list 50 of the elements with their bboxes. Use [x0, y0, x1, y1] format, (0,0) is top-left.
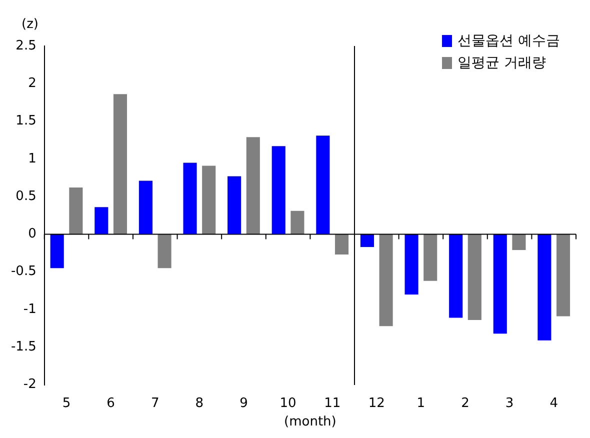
bar — [246, 137, 260, 234]
bar — [316, 136, 330, 234]
bar — [468, 234, 482, 320]
bar — [493, 234, 507, 334]
y-tick-label: -1.5 — [10, 340, 36, 355]
y-tick-label: 0.5 — [16, 188, 36, 204]
legend-label: 선물옵션 예수금 — [458, 32, 560, 51]
x-tick-label: 8 — [195, 396, 204, 411]
x-tick-label: 7 — [150, 396, 160, 411]
x-tick-label: 10 — [280, 396, 296, 411]
bar — [202, 166, 216, 234]
bar — [404, 234, 418, 294]
bar — [512, 234, 526, 250]
y-tick-label: -0.5 — [10, 264, 36, 280]
legend-label: 일평균 거래량 — [458, 54, 546, 73]
bar — [228, 176, 242, 234]
bar — [556, 234, 570, 316]
x-tick-label: 3 — [505, 396, 514, 411]
bar — [272, 146, 286, 234]
y-tick-label: 2 — [28, 76, 36, 92]
bar — [113, 94, 128, 234]
y-tick-label: 2.5 — [16, 38, 36, 54]
bar — [69, 188, 83, 234]
bar — [379, 234, 393, 326]
bar — [424, 234, 438, 281]
bar — [290, 210, 304, 234]
y-tick-label: -1 — [23, 302, 36, 317]
x-tick-label: 2 — [461, 396, 470, 411]
bar — [50, 234, 64, 268]
x-tick-label: 1 — [416, 396, 426, 411]
x-tick-label: 5 — [62, 396, 71, 411]
bar — [138, 180, 152, 234]
y-tick-label: -2 — [23, 377, 36, 392]
x-axis-title: (month) — [284, 414, 336, 430]
bar — [94, 207, 108, 234]
y-tick-label: 1 — [28, 151, 36, 166]
x-tick-label: 12 — [368, 396, 385, 411]
bar — [360, 234, 374, 248]
bar — [334, 234, 349, 255]
bar — [538, 234, 552, 340]
y-tick-label: 0 — [28, 226, 36, 242]
bar — [449, 234, 463, 318]
x-tick-label: 4 — [550, 396, 558, 411]
bar — [158, 234, 172, 268]
x-tick-label: 6 — [106, 396, 115, 411]
x-tick-label: 9 — [240, 396, 248, 411]
y-axis-title: (z) — [22, 17, 38, 32]
y-tick-label: 1.5 — [16, 114, 36, 129]
x-tick-label: 11 — [324, 396, 341, 411]
bar — [183, 162, 197, 234]
